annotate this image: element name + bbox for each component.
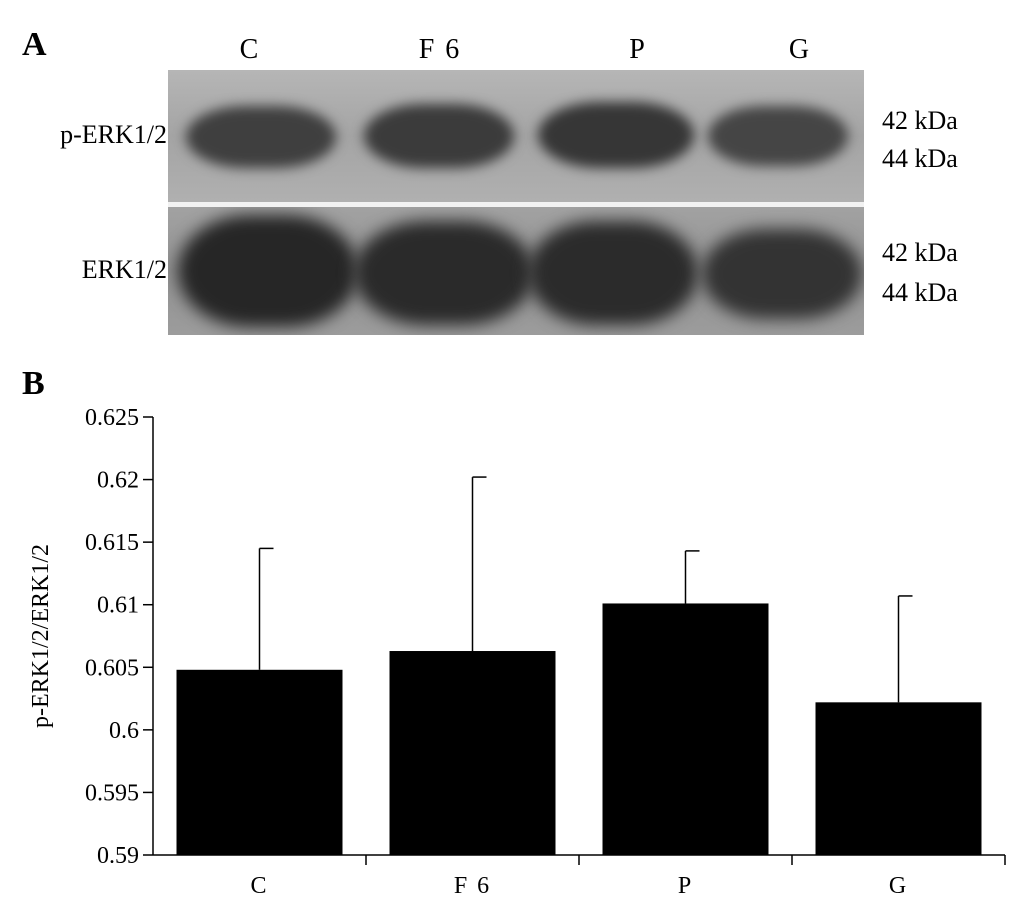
- kda-label-erk-42: 42 kDa: [882, 238, 958, 267]
- y-tick-label: 0.59: [97, 843, 139, 869]
- lane-label-p: P: [629, 34, 647, 65]
- kda-label-p-erk-42: 42 kDa: [882, 106, 958, 135]
- row-label-erk: ERK1/2: [81, 255, 167, 284]
- lane-label-f6: F 6: [418, 34, 462, 65]
- band-erk-f6: [354, 221, 534, 325]
- blot-separator: [168, 202, 864, 207]
- y-tick-label: 0.625: [85, 405, 139, 431]
- x-tick-label: F 6: [454, 873, 491, 899]
- y-tick-label: 0.615: [85, 530, 139, 556]
- kda-label-p-erk-44: 44 kDa: [882, 144, 958, 173]
- band-p-erk-p: [538, 102, 694, 168]
- row-label-p-erk: p-ERK1/2: [60, 120, 167, 149]
- lane-label-g: G: [788, 34, 812, 65]
- lane-label-c: C: [239, 34, 261, 65]
- y-tick-label: 0.62: [97, 468, 139, 494]
- y-tick-label: 0.605: [85, 655, 139, 681]
- x-tick-label: G: [889, 873, 908, 899]
- band-p-erk-f6: [364, 104, 514, 168]
- y-tick-label: 0.6: [109, 718, 139, 744]
- bar: [389, 651, 556, 855]
- band-erk-c: [178, 215, 358, 327]
- x-tick-label: C: [250, 873, 268, 899]
- y-tick-label: 0.595: [85, 780, 139, 806]
- band-erk-p: [528, 221, 698, 325]
- band-p-erk-g: [708, 106, 848, 166]
- blot-p-erk: [168, 70, 864, 202]
- panel-b-label: B: [22, 365, 45, 402]
- y-tick-label: 0.61: [97, 593, 139, 619]
- blot-erk: [168, 207, 864, 335]
- panel-a-label: A: [22, 26, 47, 63]
- band-p-erk-c: [186, 106, 336, 168]
- x-tick-label: P: [678, 873, 693, 899]
- kda-label-erk-44: 44 kDa: [882, 278, 958, 307]
- bar: [602, 603, 769, 855]
- band-erk-g: [702, 229, 862, 319]
- bar: [815, 702, 982, 855]
- y-axis-label: p-ERK1/2/ERK1/2: [28, 544, 54, 728]
- bar: [176, 669, 343, 855]
